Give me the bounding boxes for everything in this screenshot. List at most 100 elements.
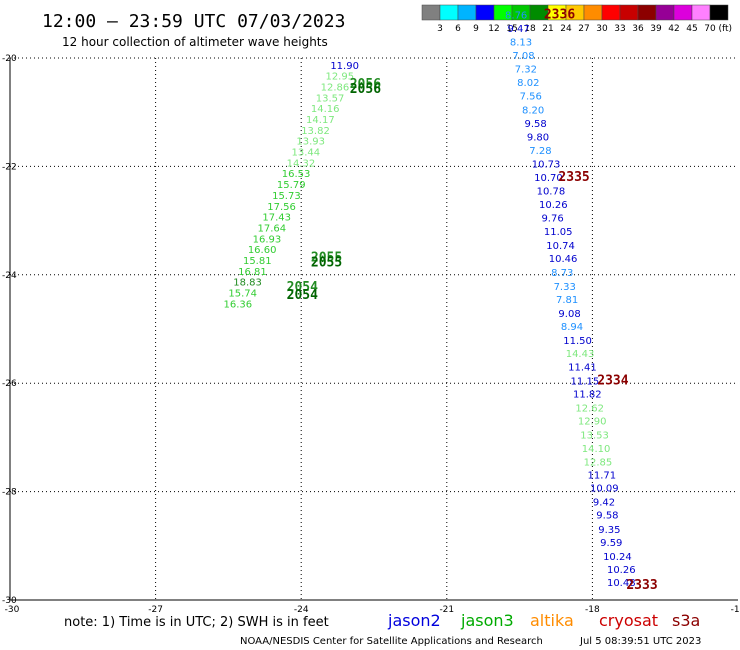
color-scale-label: 33 — [614, 24, 625, 34]
wave-height-label: 11.05 — [544, 227, 573, 238]
wave-height-label: 13.53 — [580, 430, 609, 441]
wave-height-label: 10.73 — [532, 159, 561, 170]
wave-height-label: 14.10 — [582, 444, 611, 455]
color-scale-swatch — [475, 4, 495, 21]
wave-height-label: 8.94 — [561, 322, 583, 333]
wave-height-label: 7.08 — [512, 51, 534, 62]
color-scale-label: 39 — [650, 24, 662, 34]
satellite-legend-jason3: jason3 — [460, 611, 514, 630]
wave-height-label: 10.70 — [534, 173, 563, 184]
wave-height-label: 9.42 — [593, 498, 615, 509]
color-scale-unit: (ft) — [718, 24, 732, 34]
wave-height-label: 10.48 — [607, 578, 636, 589]
color-scale-swatch — [583, 4, 603, 21]
color-scale-label: 24 — [560, 24, 572, 34]
color-scale-swatch — [673, 4, 693, 21]
wave-height-label: 9.58 — [524, 119, 546, 130]
pass-number-label: 2334 — [597, 373, 628, 388]
wave-height-label: 15.81 — [243, 256, 272, 267]
color-scale-swatch — [655, 4, 675, 21]
wave-height-label: 11.90 — [330, 61, 359, 72]
wave-height-label: 9.35 — [598, 525, 620, 536]
wave-height-label: 12.95 — [325, 72, 354, 83]
color-scale-legend: 3 6 9 12 15 18 21 24 27 30 33 36 39 42 45 70 (ft) — [421, 4, 732, 34]
color-scale-swatch — [637, 4, 657, 21]
wave-height-label: 9.47 — [507, 24, 529, 35]
wave-height-label: 16.53 — [282, 169, 311, 180]
x-tick-label: -27 — [148, 605, 163, 615]
chart-title: 12:00 – 23:59 UTC 07/03/2023 — [42, 11, 345, 32]
color-scale-label: 70 — [704, 24, 716, 34]
satellite-legend-jason2: jason2 — [387, 611, 441, 630]
footer-note: note: 1) Time is in UTC; 2) SWH is in fe… — [64, 615, 329, 630]
pass-number-label: 2336 — [544, 7, 575, 22]
data-labels: 10.48 10.26 10.24 9.59 9.35 9.58 9.42 10.09 11.7… — [224, 10, 636, 588]
color-scale-label: 6 — [455, 24, 461, 34]
wave-height-label: 11.71 — [588, 471, 617, 482]
satellite-legend-s3a: s3a — [672, 611, 700, 630]
pass-number-label: 2333 — [626, 578, 657, 593]
footer-credit: NOAA/NESDIS Center for Satellite Applica… — [240, 636, 543, 647]
color-scale-label: 42 — [668, 24, 679, 34]
wave-height-label: 7.56 — [520, 92, 542, 103]
wave-height-label: 12.86 — [321, 83, 350, 94]
wave-height-label: 14.16 — [311, 104, 340, 115]
x-tick-label: -21 — [439, 605, 454, 615]
x-tick-label: -24 — [294, 605, 309, 615]
wave-height-label: 8.76 — [505, 10, 527, 21]
y-tick-label: -24 — [2, 271, 17, 281]
wave-height-label: 9.58 — [596, 511, 618, 522]
wave-height-label: 16.60 — [248, 245, 277, 256]
wave-height-label: 8.20 — [522, 105, 544, 116]
color-scale-label: 36 — [632, 24, 644, 34]
chart-subtitle: 12 hour collection of altimeter wave hei… — [62, 35, 328, 49]
wave-height-label: 8.02 — [517, 78, 539, 89]
pass-number-label: 2055 — [311, 250, 342, 265]
wave-height-label: 10.24 — [603, 552, 632, 563]
wave-height-label: 17.64 — [258, 223, 287, 234]
wave-height-label: 10.78 — [537, 187, 566, 198]
color-scale-label: 30 — [596, 24, 608, 34]
satellite-legend: jason2 jason3 altika cryosat s3a — [387, 611, 700, 630]
wave-height-label: 7.33 — [554, 282, 576, 293]
wave-height-label: 13.93 — [296, 137, 325, 148]
wave-height-label: 8.73 — [551, 268, 573, 279]
wave-height-label: 10.26 — [607, 565, 636, 576]
wave-height-label: 9.08 — [558, 309, 580, 320]
wave-height-label: 7.81 — [556, 295, 578, 306]
wave-height-label: 15.73 — [272, 191, 301, 202]
x-tick-label: -18 — [585, 605, 600, 615]
x-axis-ticks: -30 -27 -24 -21 -18 -15 — [5, 605, 740, 615]
color-scale-swatch — [709, 4, 729, 21]
pass-number-label: 2335 — [558, 170, 589, 185]
wave-height-label: 7.32 — [515, 65, 537, 76]
wave-height-label: 16.36 — [224, 299, 253, 310]
y-tick-label: -22 — [2, 162, 17, 172]
wave-height-label: 7.28 — [529, 146, 551, 157]
wave-height-label: 9.76 — [541, 214, 563, 225]
y-tick-label: -28 — [2, 488, 17, 498]
wave-height-label: 13.57 — [316, 93, 345, 104]
color-scale-swatch — [691, 4, 711, 21]
wave-height-label: 14.43 — [566, 349, 595, 360]
gridlines — [10, 57, 738, 600]
wave-height-label: 11.15 — [571, 376, 600, 387]
wave-height-label: 10.09 — [590, 484, 619, 495]
y-tick-label: -26 — [2, 379, 17, 389]
pass-number-label: 2054 — [287, 280, 318, 295]
wave-height-label: 9.59 — [600, 538, 622, 549]
color-scale-swatch — [457, 4, 477, 21]
wave-height-label: 12.85 — [584, 458, 613, 469]
pass-number-label: 2055 — [311, 256, 342, 271]
color-scale-swatch — [439, 4, 459, 21]
pass-number-label: 2056 — [350, 77, 381, 92]
wave-height-label: 12.90 — [578, 416, 607, 427]
color-scale-swatch — [619, 4, 639, 21]
satellite-legend-altika: altika — [530, 611, 574, 630]
y-tick-label: -20 — [2, 54, 17, 64]
color-scale-label: 9 — [473, 24, 479, 34]
color-scale-label: 21 — [542, 24, 553, 34]
plot-area — [9, 58, 738, 601]
